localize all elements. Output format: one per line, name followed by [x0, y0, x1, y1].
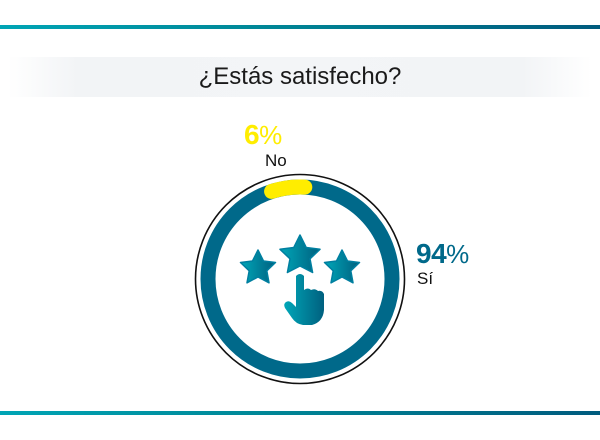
pointing-hand-icon — [284, 274, 324, 325]
yes-percentage: 94% — [416, 238, 469, 269]
star-icon — [239, 249, 277, 284]
no-percent-sign: % — [259, 120, 282, 150]
no-label: No — [265, 151, 287, 170]
title-band — [8, 57, 592, 97]
no-percentage: 6% — [244, 119, 282, 150]
chart-title: ¿Estás satisfecho? — [198, 63, 402, 90]
star-icon — [323, 249, 361, 284]
top-divider — [0, 25, 600, 29]
yes-percent-sign: % — [446, 239, 469, 269]
yes-value: 94 — [416, 238, 447, 269]
star-rating-hand-icon — [239, 234, 361, 325]
ring-outline — [194, 173, 406, 385]
no-value: 6 — [244, 119, 260, 150]
bottom-divider — [0, 411, 600, 415]
yes-label: Sí — [417, 269, 434, 288]
ring-segment-no — [264, 179, 313, 199]
star-icon — [279, 234, 321, 274]
